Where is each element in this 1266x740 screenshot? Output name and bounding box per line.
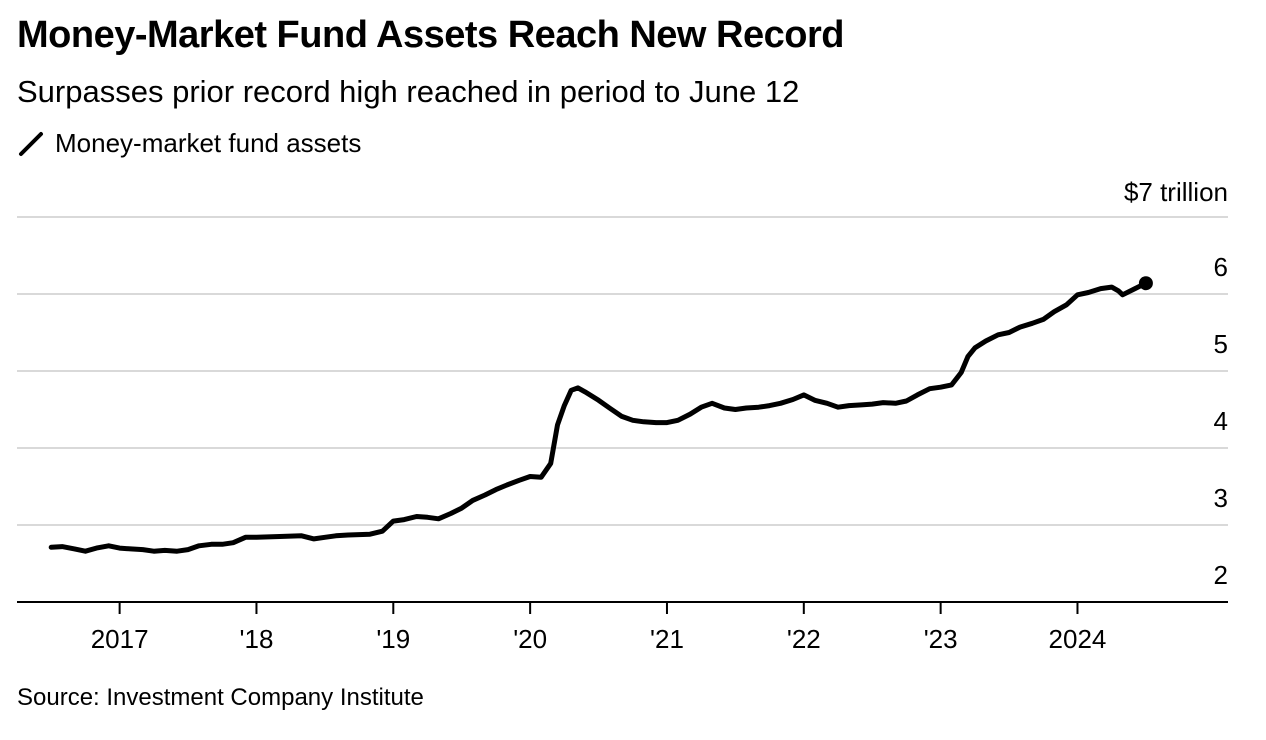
y-tick-label: 6 [1214, 252, 1228, 282]
chart-title: Money-Market Fund Assets Reach New Recor… [17, 14, 844, 56]
x-tick-label: '20 [513, 624, 547, 654]
x-tick-label: '18 [240, 624, 274, 654]
y-tick-label: 4 [1214, 406, 1228, 436]
x-tick-label: '23 [924, 624, 958, 654]
legend-swatch-line-icon [19, 131, 43, 156]
source-note: Source: Investment Company Institute [17, 684, 424, 711]
y-tick-label: 2 [1214, 560, 1228, 590]
y-tick-label: 3 [1214, 483, 1228, 513]
x-tick-label: '22 [787, 624, 821, 654]
x-tick-label: 2017 [91, 624, 149, 654]
x-tick-label: '21 [650, 624, 684, 654]
series-line [48, 280, 1149, 554]
chart-legend: Money-market fund assets [17, 128, 361, 159]
end-point-marker [1138, 276, 1153, 291]
chart-subtitle: Surpasses prior record high reached in p… [17, 74, 800, 109]
y-axis-unit-label: $7 trillion [1124, 177, 1228, 207]
x-tick-label: '19 [376, 624, 410, 654]
y-tick-label: 5 [1214, 329, 1228, 359]
x-tick-label: 2024 [1049, 624, 1107, 654]
legend-label: Money-market fund assets [55, 128, 362, 158]
